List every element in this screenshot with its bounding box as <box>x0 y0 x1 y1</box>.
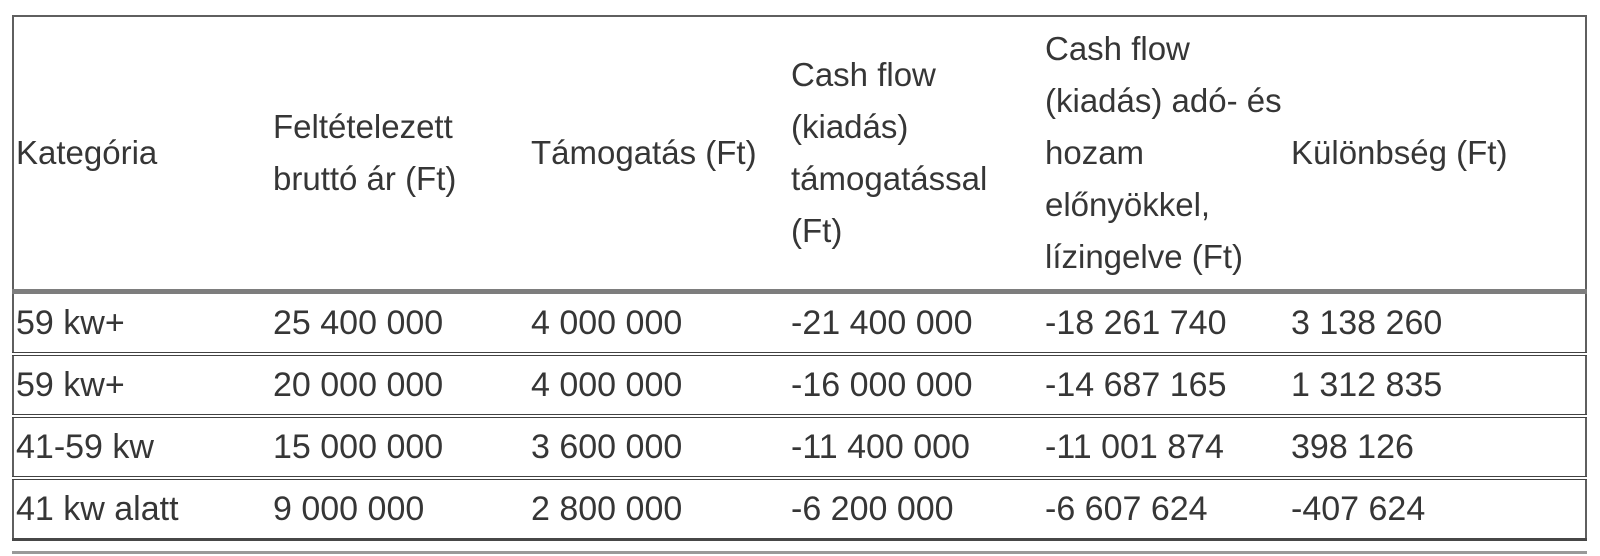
cell-cashflow-lizingelve: -14 687 165 <box>1043 352 1289 416</box>
cell-cashflow-tamogatassal: -21 400 000 <box>791 304 973 342</box>
cell-brutto-ar: 15 000 000 <box>271 414 529 478</box>
cell-cashflow-lizingelve: -11 001 874 <box>1043 414 1289 478</box>
bottom-divider <box>12 551 1587 554</box>
cell-category: 41 kw alatt <box>13 476 271 540</box>
cell-tamogatas: 3 600 000 <box>529 414 789 478</box>
table-row: 59 kw+ 20 000 000 4 000 000 -16 000 000 … <box>13 352 1586 416</box>
cell-brutto-ar: 9 000 000 <box>271 476 529 540</box>
cell-tamogatas: 4 000 000 <box>529 352 789 416</box>
cell-cashflow-tamogatassal: -16 000 000 <box>789 352 1043 416</box>
cell-kulonbseg: 398 126 <box>1289 414 1586 478</box>
column-header-cashflow-tamogatassal: Cash flow (kiadás) támogatással (Ft) <box>789 16 1043 294</box>
cell-tamogatas: 4 000 000 <box>531 304 683 342</box>
column-header-kulonbseg: Különbség (Ft) <box>1289 16 1586 294</box>
cell-cashflow-lizingelve: -18 261 740 <box>1045 304 1227 342</box>
cell-brutto-ar: 20 000 000 <box>271 352 529 416</box>
cashflow-comparison-table: Kategória Feltételezett bruttó ár (Ft) T… <box>12 15 1587 541</box>
column-header-kategoria: Kategória <box>13 16 271 294</box>
cell-cashflow-lizingelve: -6 607 624 <box>1043 476 1289 540</box>
column-header-brutto-ar: Feltételezett bruttó ár (Ft) <box>271 16 529 294</box>
cell-cashflow-tamogatassal: -11 400 000 <box>789 414 1043 478</box>
cell-category: 59 kw+ <box>16 304 125 342</box>
cell-kulonbseg: 1 312 835 <box>1289 352 1586 416</box>
cell-tamogatas: 2 800 000 <box>529 476 789 540</box>
cell-category: 41-59 kw <box>13 414 271 478</box>
table-row: 41 kw alatt 9 000 000 2 800 000 -6 200 0… <box>13 476 1586 540</box>
header-row: Kategória Feltételezett bruttó ár (Ft) T… <box>13 16 1586 294</box>
cell-brutto-ar: 25 400 000 <box>273 304 444 342</box>
table-body: 59 kw+ 25 400 000 4 000 000 -21 400 000 … <box>13 292 1586 540</box>
table-row: 59 kw+ 25 400 000 4 000 000 -21 400 000 … <box>13 292 1586 355</box>
table-row: 41-59 kw 15 000 000 3 600 000 -11 400 00… <box>13 414 1586 478</box>
column-header-tamogatas: Támogatás (Ft) <box>529 16 789 294</box>
table-header: Kategória Feltételezett bruttó ár (Ft) T… <box>13 16 1586 294</box>
cell-kulonbseg: 3 138 260 <box>1291 304 1443 342</box>
column-header-cashflow-lizingelve: Cash flow (kiadás) adó- és hozam előnyök… <box>1043 16 1289 294</box>
cell-cashflow-tamogatassal: -6 200 000 <box>789 476 1043 540</box>
cell-kulonbseg: -407 624 <box>1289 476 1586 540</box>
cell-category: 59 kw+ <box>13 352 271 416</box>
